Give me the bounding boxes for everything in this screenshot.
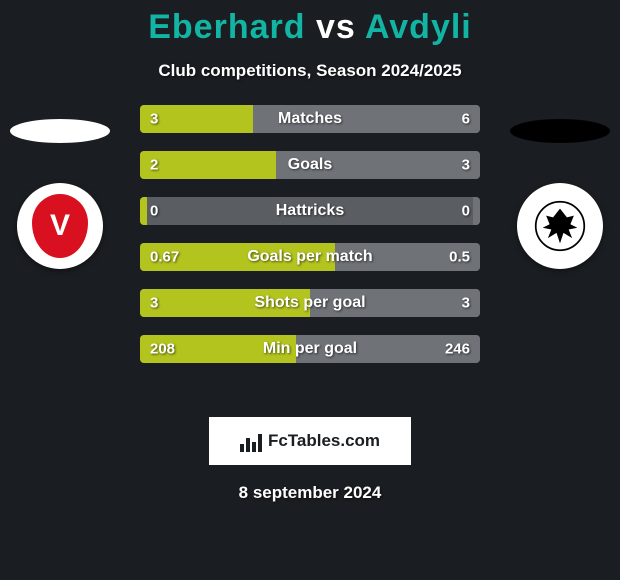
stat-bars: 36Matches 23Goals 00Hattricks 0.670.5Goals … (140, 105, 480, 363)
stat-row: 33Shots per goal (140, 289, 480, 317)
brand-icon-bar (258, 434, 262, 452)
aarau-shield-icon (528, 194, 592, 258)
stat-label: Shots per goal (140, 294, 480, 312)
player2-name: Avdyli (365, 8, 472, 46)
fc-vaduz-crest: V (17, 183, 103, 269)
vaduz-letter: V (50, 209, 70, 243)
title-vs: vs (316, 8, 356, 46)
stat-label: Matches (140, 110, 480, 128)
stat-row: 36Matches (140, 105, 480, 133)
player1-name: Eberhard (148, 8, 305, 46)
eagle-icon (534, 200, 586, 252)
stat-row: 0.670.5Goals per match (140, 243, 480, 271)
stat-label: Goals (140, 156, 480, 174)
left-ellipse-icon (10, 119, 110, 143)
stat-label: Min per goal (140, 340, 480, 358)
brand-box: FcTables.com (209, 417, 411, 465)
fc-aarau-crest (517, 183, 603, 269)
stat-label: Hattricks (140, 202, 480, 220)
vaduz-shield-icon: V (32, 194, 88, 258)
page-title: Eberhard vs Avdyli (0, 0, 620, 47)
stat-row: 208246Min per goal (140, 335, 480, 363)
right-ellipse-icon (510, 119, 610, 143)
brand-icon-bar (246, 438, 250, 452)
comparison-arena: V 36Matches23Goals00Hattricks0. (0, 105, 620, 395)
stat-label: Goals per match (140, 248, 480, 266)
subtitle: Club competitions, Season 2024/2025 (0, 61, 620, 81)
stat-row: 00Hattricks (140, 197, 480, 225)
brand-icon-bar (252, 442, 256, 452)
stat-row: 23Goals (140, 151, 480, 179)
brand-text: FcTables.com (268, 431, 380, 451)
left-side: V (0, 105, 120, 395)
right-side (500, 105, 620, 395)
footer-date: 8 september 2024 (0, 483, 620, 503)
bar-chart-icon (240, 430, 262, 452)
brand-icon-bar (240, 444, 244, 452)
content-root: Eberhard vs Avdyli Club competitions, Se… (0, 0, 620, 580)
